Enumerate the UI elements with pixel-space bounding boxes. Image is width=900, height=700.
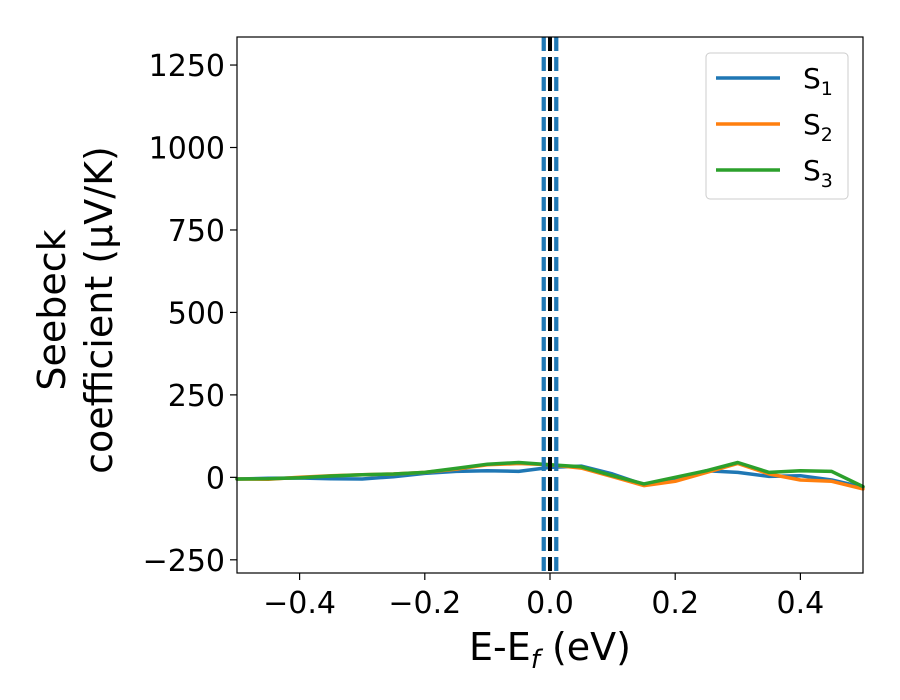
x-tick-label: 0.4 (777, 586, 825, 621)
legend-label: S3 (803, 154, 833, 192)
y-tick-label: 0 (206, 461, 225, 496)
legend-box (705, 52, 849, 200)
y-tick-label: 750 (168, 214, 225, 249)
y-axis-title-line1: Seebeck (30, 229, 74, 390)
x-axis-title-main: E-E (469, 625, 531, 669)
x-axis-title: E-Ef (eV) (469, 625, 631, 675)
y-tick-label: 500 (168, 296, 225, 331)
series-lines (235, 37, 865, 573)
y-axis: −250 0 250 500 750 1000 1250 (143, 49, 237, 579)
y-axis-title-line2: coefficient (μV/K) (77, 146, 121, 474)
x-tick-label: −0.2 (388, 586, 461, 621)
y-tick-label: 250 (168, 379, 225, 414)
x-axis: −0.4 −0.2 0.0 0.2 0.4 (263, 573, 824, 621)
legend-label: S2 (803, 108, 833, 146)
legend: S1 S2 S3 (705, 52, 849, 200)
y-tick-label: 1000 (149, 131, 225, 166)
y-tick-label: −250 (143, 544, 225, 579)
x-tick-label: 0.2 (651, 586, 699, 621)
legend-label: S1 (803, 62, 833, 100)
x-tick-label: 0.0 (526, 586, 574, 621)
x-axis-title-unit: (eV) (540, 625, 631, 669)
y-tick-label: 1250 (149, 49, 225, 84)
x-tick-label: −0.4 (263, 586, 336, 621)
